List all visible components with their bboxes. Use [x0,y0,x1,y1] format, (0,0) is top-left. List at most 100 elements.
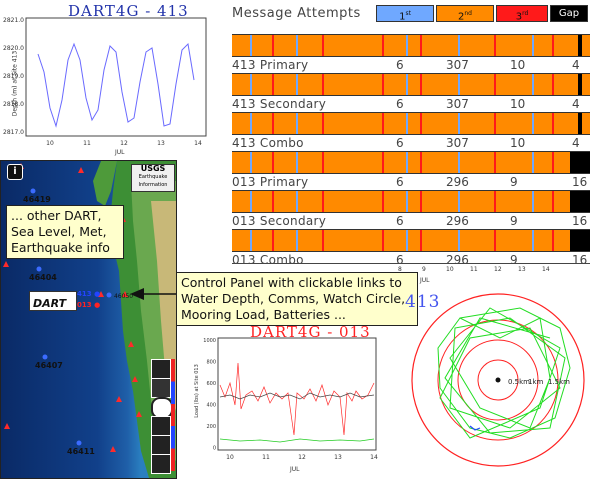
x-axis-line [232,263,590,264]
watch-circle-scale-label: 0.5km [508,378,530,386]
depth-x-tick: 11 [83,140,91,147]
attempt-stripe [420,74,422,95]
attempt-stripe [458,191,460,212]
dart-logo[interactable]: DART [29,291,77,311]
load-series-black [219,392,375,400]
dart-id-413[interactable]: 413 ● [77,290,101,298]
attempt-bar[interactable] [232,112,590,135]
mooring-load-icon[interactable] [151,416,171,436]
callout-other-info: ... other DART, Sea Level, Met, Earthqua… [6,205,124,259]
attempt-stripe [382,230,384,251]
attempt-bar[interactable] [232,190,590,213]
attempt-stripe [578,35,582,56]
anchor-icon[interactable] [151,454,171,474]
attempt-stripe [296,230,298,251]
depth-y-tick: 2819.0 [3,73,24,80]
water-depth-icon[interactable] [151,359,171,379]
attempt-stripe [250,74,252,95]
attempt-bar[interactable] [232,229,590,252]
load-y-tick: 1000 [203,338,216,344]
depth-plot-title: DART4G - 413 [68,2,189,20]
depth-x-tick: 10 [46,140,54,147]
attempt-count-v1: 6 [396,253,404,267]
x-tick-label: 8 [398,266,402,273]
usgs-text: USGS [140,164,166,173]
load-x-tick: 11 [262,454,270,461]
x-tick-label: 14 [542,266,550,273]
legend-item: 2nd [436,5,494,22]
attempt-stripe [420,191,422,212]
depth-plot[interactable]: 2821.0 2820.0 2819.0 2818.0 2817.0 10 11 12 13 1… [0,14,215,164]
attempt-count-v2: 307 [446,136,469,150]
attempt-stripe [494,35,496,56]
load-plot-title: DART4G - 013 [250,323,371,341]
depth-x-tick: 14 [194,140,202,147]
attempt-count-v1: 6 [396,175,404,189]
station-label-46404[interactable]: 46404 [29,273,57,282]
attempt-stripe [322,74,324,95]
depth-x-tick: 13 [157,140,165,147]
usgs-logo[interactable]: USGS Earthquake Information [131,164,175,192]
legend-item: 3rd [496,5,548,22]
attempt-count-v4: 16 [572,253,588,267]
attempt-stripe [382,191,384,212]
watch-circle-scale-label: 1.5km [548,378,570,386]
load-y-tick: 800 [206,360,216,366]
attempt-count-v1: 6 [396,214,404,228]
attempt-bar[interactable] [232,34,590,57]
attempt-count-v2: 296 [446,253,469,267]
attempt-stripe [406,191,408,212]
load-plot-ylabel: Load (lbs) at Site 013 [194,364,200,418]
load-series-red [219,362,375,436]
message-attempts-xlabel: JUL [420,277,430,284]
station-label-46407[interactable]: 46407 [35,361,63,370]
info-icon[interactable]: i [7,164,23,180]
attempt-stripe [296,113,298,134]
watch-circle-track [437,307,571,439]
load-y-tick: 400 [206,403,216,409]
attempt-stripe [296,152,298,173]
attempt-count-v3: 10 [510,97,526,111]
comms-icon[interactable] [151,378,171,398]
attempt-stripe [406,35,408,56]
attempt-count-v4: 16 [572,175,588,189]
legend-label: 1 [399,11,406,23]
attempt-stripe [250,152,252,173]
attempt-stripe [406,74,408,95]
attempt-count-v1: 6 [396,97,404,111]
attempt-stripe [382,74,384,95]
attempt-count-v1: 6 [396,58,404,72]
dart-id-013[interactable]: 013 ● [77,301,101,309]
load-plot[interactable]: 1000 800 600 400 200 0 10 11 12 13 14 [180,335,380,470]
legend-label: 3 [515,11,523,23]
map-red-blue-strip [171,359,175,471]
watch-circle-title: 413 [405,292,441,312]
attempt-stripe [382,113,384,134]
attempt-stripe [272,113,274,134]
attempt-stripe [494,230,496,251]
attempt-stripe [322,35,324,56]
attempt-count-v2: 296 [446,175,469,189]
callout-arrow [130,288,178,300]
station-label-46050[interactable]: 46050 [114,293,134,300]
station-label-46419[interactable]: 46419 [23,195,51,204]
attempt-stripe [420,113,422,134]
attempt-stripe [552,230,554,251]
attempt-count-v4: 4 [572,97,580,111]
attempt-count-v3: 9 [510,214,518,228]
attempt-bar[interactable] [232,151,590,174]
attempt-stripe [458,74,460,95]
usgs-sub: Earthquake Information [138,174,168,188]
info-icon-glyph: i [13,166,17,177]
load-y-tick: 0 [213,446,216,452]
load-x-tick: 14 [370,454,378,461]
station-label-46411[interactable]: 46411 [67,447,95,456]
attempt-row-label: 413 Secondary [232,97,327,111]
attempt-stripe [532,191,534,212]
watch-circle-scale-label: 1km [528,378,544,386]
legend-item: Gap [550,5,588,22]
attempt-bar[interactable] [232,73,590,96]
depth-y-tick: 2818.0 [3,101,24,108]
batteries-icon[interactable] [151,435,171,455]
